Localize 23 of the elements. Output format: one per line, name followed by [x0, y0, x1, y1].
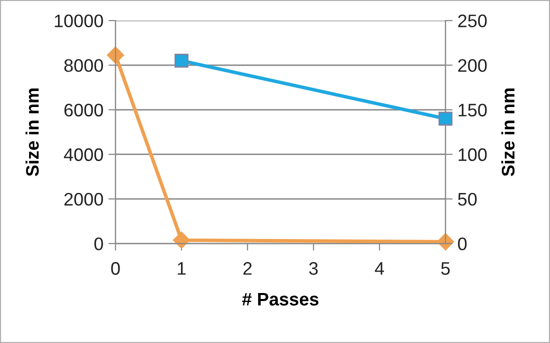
x-axis-title: # Passes	[242, 292, 318, 306]
y2-axis-title: Size in nm	[501, 88, 515, 176]
x-tick-label: 1	[178, 262, 186, 275]
y-tick-label: 8000	[64, 59, 103, 72]
y-tick-label: 2000	[64, 192, 103, 206]
y2-tick-label: 50	[458, 192, 477, 206]
y-tick-label: 10000	[54, 14, 103, 28]
y2-tick-label: 200	[458, 59, 487, 72]
y-tick-label: 4000	[64, 148, 103, 162]
x-tick-label: 3	[309, 262, 318, 275]
point	[436, 233, 454, 250]
y-tick-label: 6000	[64, 104, 103, 116]
y2-tick-label: 100	[458, 148, 487, 162]
y-tick-label: 0	[94, 237, 103, 250]
x-tick-label: 2	[243, 262, 252, 275]
y2-tick-label: 0	[458, 237, 467, 250]
x-tick-label: 4	[374, 262, 384, 275]
point	[172, 232, 190, 249]
y-axis-title: Size in nm	[26, 88, 39, 176]
x-tick-label: 0	[111, 262, 120, 275]
x-tick-label: 5	[441, 262, 450, 275]
y2-tick-label: 250	[458, 14, 487, 28]
y2-tick-label: 150	[458, 104, 487, 116]
